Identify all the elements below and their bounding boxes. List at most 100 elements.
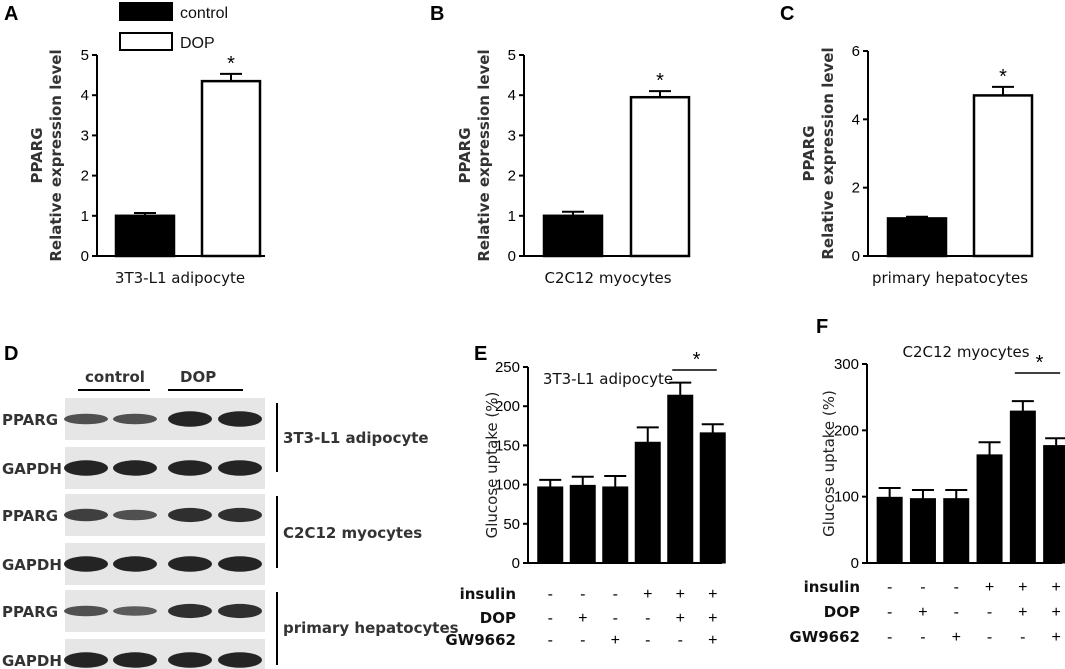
blot-band bbox=[113, 509, 157, 521]
treatment-sign-e: + bbox=[676, 586, 685, 603]
panel-label-e: E bbox=[474, 343, 487, 365]
treatment-sign-f: + bbox=[1018, 604, 1027, 621]
y-tick-label-e: 100 bbox=[495, 477, 520, 494]
blot-celltype-1: 3T3-L1 adipocyte bbox=[283, 429, 429, 447]
significance-star-c: * bbox=[999, 66, 1007, 88]
bar-e-1 bbox=[537, 486, 564, 564]
y-tick-label-b: 1 bbox=[508, 208, 516, 225]
y-tick-label-b: 3 bbox=[508, 127, 516, 144]
bar-e-3 bbox=[602, 486, 629, 564]
treatment-sign-e: - bbox=[645, 610, 650, 627]
treatment-sign-f: + bbox=[952, 629, 961, 646]
blot-band bbox=[113, 413, 157, 425]
chart-c: 0 2 4 6 * PPARGRelative expression level prima… bbox=[800, 43, 1034, 287]
y-tick-label-a: 2 bbox=[81, 168, 89, 185]
y-tick-label-e: 200 bbox=[495, 398, 520, 415]
y-tick-label-e: 250 bbox=[495, 359, 520, 376]
y-tick-label-b: 0 bbox=[508, 248, 516, 265]
treatment-label-e: DOP bbox=[480, 609, 516, 627]
y-tick-label-b: 2 bbox=[508, 168, 516, 185]
blot-row-label: PPARG bbox=[2, 411, 58, 429]
blot-band bbox=[168, 556, 212, 572]
x-axis-label-c: primary hepatocytes bbox=[872, 269, 1028, 287]
treatment-sign-e: - bbox=[580, 632, 585, 649]
y-axis-label-line2-c: Relative expression level bbox=[819, 47, 837, 259]
treatment-label-f: insulin bbox=[804, 578, 860, 596]
y-tick-label-a: 5 bbox=[81, 47, 89, 64]
blot-band bbox=[218, 556, 262, 572]
treatment-sign-e: - bbox=[678, 632, 683, 649]
blot-row-label: PPARG bbox=[2, 507, 58, 525]
significance-star-b: * bbox=[656, 70, 664, 92]
blot-band bbox=[64, 556, 108, 572]
blot-band bbox=[218, 652, 262, 668]
panel-label-a: A bbox=[4, 3, 18, 25]
y-axis-label-b: PPARGRelative expression level bbox=[456, 49, 493, 261]
blot-band bbox=[113, 652, 157, 668]
treatment-sign-f: - bbox=[887, 579, 892, 596]
y-tick-label-c: 6 bbox=[852, 43, 860, 60]
bar-e-4 bbox=[634, 441, 661, 564]
treatment-sign-f: + bbox=[1051, 604, 1060, 621]
bar-c-control bbox=[886, 217, 948, 258]
treatment-sign-e: - bbox=[548, 610, 553, 627]
y-tick-label-f: 200 bbox=[834, 422, 859, 439]
legend-swatch-control bbox=[119, 2, 173, 21]
blot-band bbox=[168, 652, 212, 668]
y-tick-label-a: 4 bbox=[81, 87, 89, 104]
significance-star-f: * bbox=[1036, 352, 1044, 374]
treatment-sign-e: - bbox=[613, 586, 618, 603]
y-tick-label-c: 4 bbox=[852, 111, 860, 128]
treatment-sign-f: - bbox=[887, 629, 892, 646]
treatment-sign-f: - bbox=[987, 629, 992, 646]
y-tick-label-a: 3 bbox=[81, 127, 89, 144]
blot-band bbox=[113, 556, 157, 572]
treatment-sign-f: + bbox=[1051, 629, 1060, 646]
western-blot: control DOP PPARG GAPDH PPARG GAPDH PPARG GAP… bbox=[2, 368, 459, 669]
blot-band bbox=[218, 603, 262, 619]
treatment-sign-e: - bbox=[645, 632, 650, 649]
chart-f: 0 100 200 300 * C2C12 myocytes Glucose uptake … bbox=[789, 343, 1065, 646]
significance-star-a: * bbox=[227, 53, 235, 75]
y-axis-label-line2-b: Relative expression level bbox=[475, 49, 493, 261]
blot-celltype-2: C2C12 myocytes bbox=[283, 524, 422, 542]
treatment-sign-f: + bbox=[1018, 579, 1027, 596]
blot-band bbox=[168, 411, 212, 427]
blot-band bbox=[218, 411, 262, 427]
treatment-sign-e: - bbox=[548, 632, 553, 649]
treatment-label-f: GW9662 bbox=[789, 628, 860, 646]
blot-band bbox=[64, 460, 108, 476]
treatment-sign-e: + bbox=[708, 586, 717, 603]
blot-band bbox=[218, 460, 262, 476]
y-axis-label-a: PPARGRelative expression level bbox=[28, 49, 65, 261]
y-axis-label-line1-c: PPARG bbox=[800, 125, 818, 181]
bar-b-control bbox=[542, 214, 604, 258]
bar-b-dop bbox=[629, 95, 691, 258]
bar-f-3 bbox=[943, 498, 970, 564]
chart-title-e: 3T3-L1 adipocyte bbox=[543, 370, 673, 388]
legend-label-control: control bbox=[180, 5, 228, 22]
panel-label-d: D bbox=[4, 343, 18, 365]
treatment-sign-f: + bbox=[985, 579, 994, 596]
blot-row-label: GAPDH bbox=[2, 460, 62, 478]
chart-title-f: C2C12 myocytes bbox=[902, 343, 1029, 361]
y-tick-label-f: 0 bbox=[851, 555, 859, 572]
y-tick-label-c: 2 bbox=[852, 180, 860, 197]
treatment-sign-f: - bbox=[954, 604, 959, 621]
y-tick-label-c: 0 bbox=[852, 248, 860, 265]
y-tick-label-b: 4 bbox=[508, 87, 516, 104]
panel-label-c: C bbox=[780, 3, 794, 25]
treatment-label-e: insulin bbox=[460, 585, 516, 603]
blot-group-label-control: control bbox=[85, 368, 145, 386]
treatment-label-e: GW9662 bbox=[445, 631, 516, 649]
y-axis-label-c: PPARGRelative expression level bbox=[800, 47, 837, 259]
y-axis-label-line2-a: Relative expression level bbox=[47, 49, 65, 261]
significance-star-e: * bbox=[693, 349, 701, 371]
blot-row-label: PPARG bbox=[2, 603, 58, 621]
blot-band bbox=[113, 460, 157, 476]
blot-group-label-dop: DOP bbox=[180, 368, 216, 386]
treatment-sign-e: + bbox=[643, 586, 652, 603]
y-tick-label-a: 1 bbox=[81, 208, 89, 225]
blot-band bbox=[218, 507, 262, 523]
x-axis-label-a: 3T3-L1 adipocyte bbox=[115, 269, 245, 287]
